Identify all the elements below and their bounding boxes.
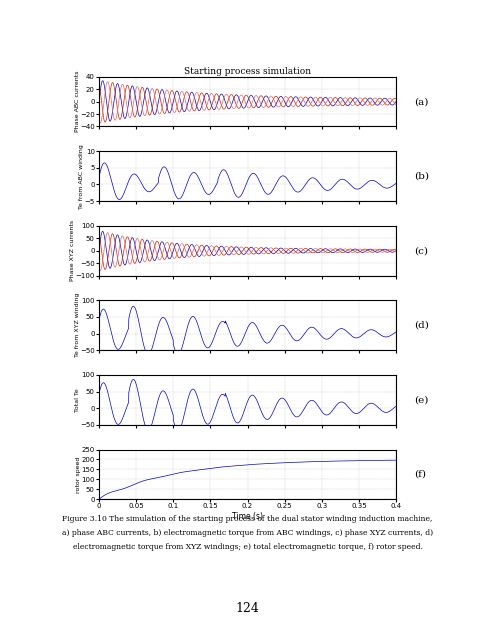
Text: (c): (c) xyxy=(414,246,428,255)
Text: (f): (f) xyxy=(414,470,426,479)
Y-axis label: Phase XYZ currents: Phase XYZ currents xyxy=(70,220,75,282)
Text: a) phase ABC currents, b) electromagnetic torque from ABC windings, c) phase XYZ: a) phase ABC currents, b) electromagneti… xyxy=(62,529,433,537)
Text: electromagnetic torque from XYZ windings; e) total electromagnetic torque, f) ro: electromagnetic torque from XYZ windings… xyxy=(73,543,422,551)
Text: (e): (e) xyxy=(414,396,428,404)
Y-axis label: Te from XYZ winding: Te from XYZ winding xyxy=(75,293,80,358)
Y-axis label: rotor speed: rotor speed xyxy=(76,456,81,493)
Y-axis label: Phase ABC currents: Phase ABC currents xyxy=(75,71,80,132)
X-axis label: Time (s): Time (s) xyxy=(232,512,263,521)
Y-axis label: Te from ABC winding: Te from ABC winding xyxy=(79,144,84,209)
Title: Starting process simulation: Starting process simulation xyxy=(184,67,311,76)
Y-axis label: Total Te: Total Te xyxy=(75,388,80,412)
Text: (a): (a) xyxy=(414,97,428,106)
Text: (b): (b) xyxy=(414,172,429,180)
Text: Figure 3.10 The simulation of the starting process of the dual stator winding in: Figure 3.10 The simulation of the starti… xyxy=(62,515,433,524)
Text: (d): (d) xyxy=(414,321,429,330)
Text: 124: 124 xyxy=(236,602,259,614)
